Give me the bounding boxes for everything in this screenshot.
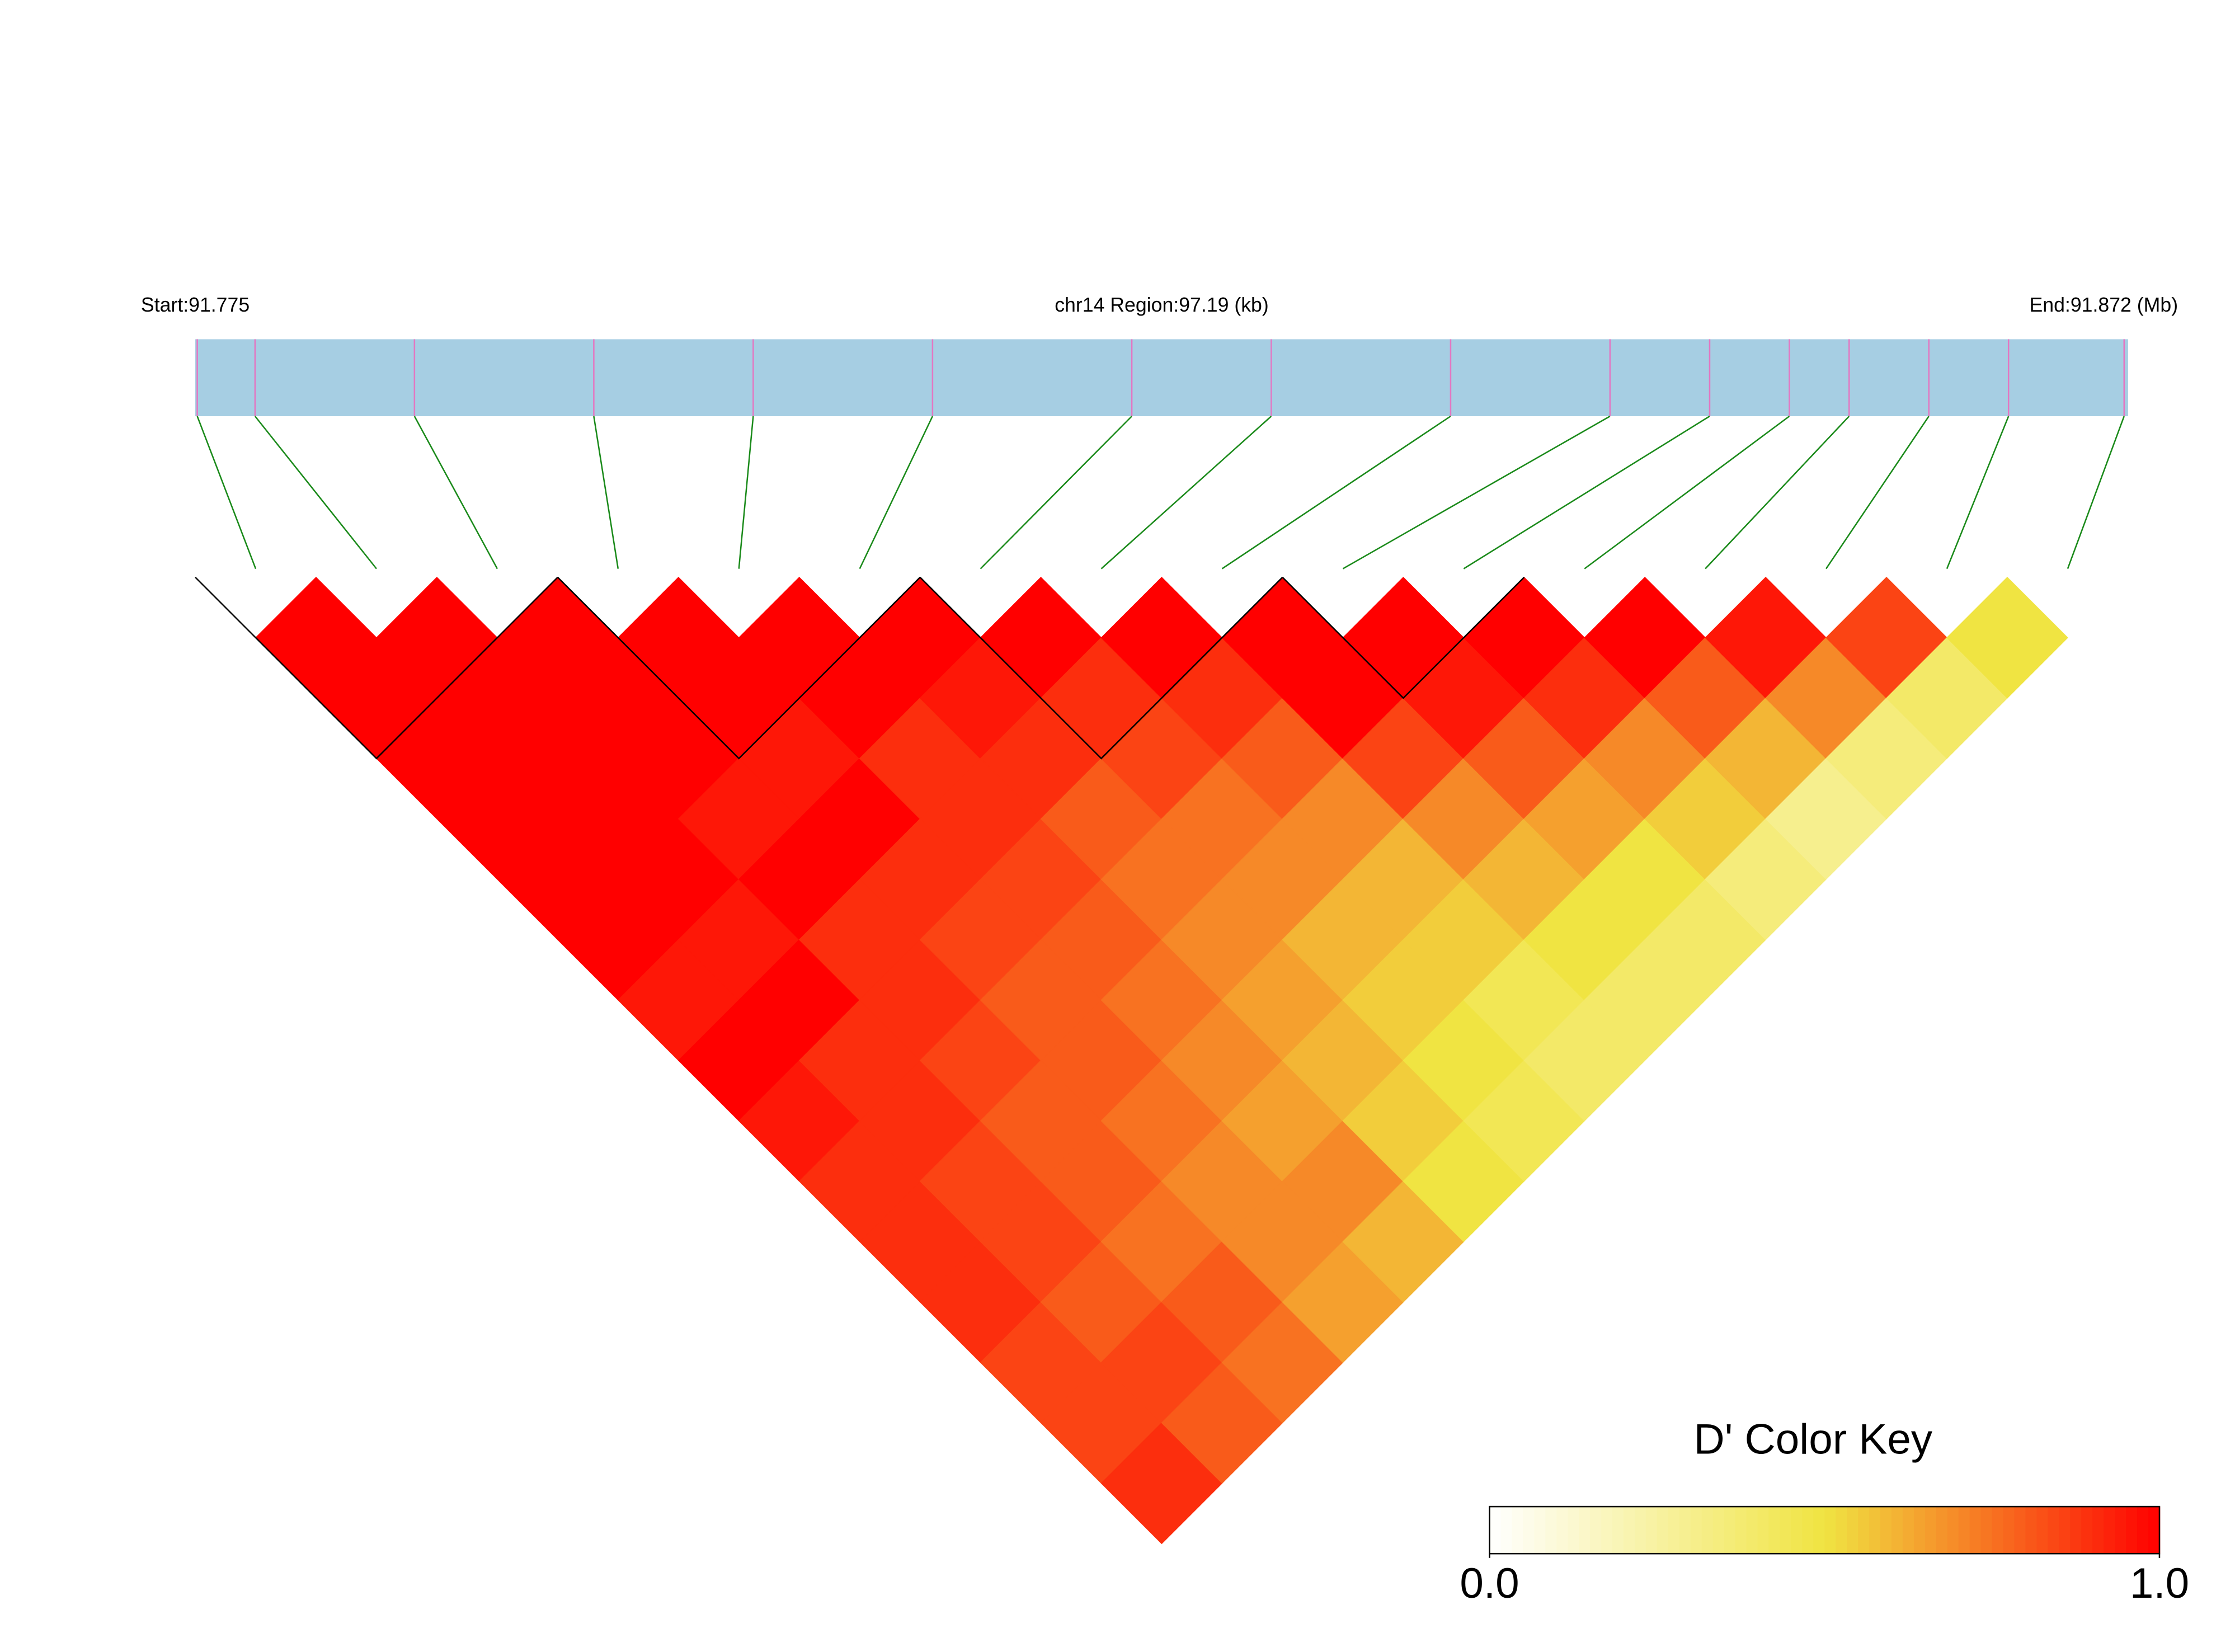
- colorbar-swatch: [1813, 1507, 1825, 1554]
- colorbar-swatch: [1802, 1507, 1814, 1554]
- colorbar-swatch: [1847, 1507, 1859, 1554]
- colorbar-swatch: [2092, 1507, 2105, 1554]
- colorbar-swatch: [1690, 1507, 1702, 1554]
- colorbar-swatch: [2014, 1507, 2026, 1554]
- ld-block-outline: [1282, 577, 1525, 699]
- colorbar-swatch: [1579, 1507, 1591, 1554]
- colorbar-swatch: [1969, 1507, 1982, 1554]
- end-label: End:91.872 (Mb): [2029, 294, 2178, 316]
- colorbar-swatch: [2115, 1507, 2127, 1554]
- colorbar-swatch: [1836, 1507, 1848, 1554]
- colorbar-swatch: [1534, 1507, 1546, 1554]
- snp-link: [859, 416, 934, 570]
- colorbar-swatch: [2059, 1507, 2071, 1554]
- snp-link: [254, 416, 377, 570]
- colorbar-swatch: [1902, 1507, 1915, 1554]
- position-bar: [195, 339, 2128, 416]
- colorbar-swatch: [1735, 1507, 1747, 1554]
- colorbar-swatch: [1645, 1507, 1658, 1554]
- colorbar-frame: [1489, 1505, 2161, 1555]
- snp-link: [738, 416, 754, 569]
- colorbar-swatch: [2137, 1507, 2149, 1554]
- colorbar-swatch: [2048, 1507, 2060, 1554]
- colorbar-swatch: [1768, 1507, 1781, 1554]
- colorbar-swatch: [2148, 1507, 2161, 1554]
- colorbar-swatch: [1824, 1507, 1837, 1554]
- colorbar-swatch: [1858, 1507, 1870, 1554]
- colorbar-swatch: [1980, 1507, 1993, 1554]
- colorbar-swatch: [2104, 1507, 2116, 1554]
- colorbar-swatch: [1913, 1507, 1926, 1554]
- colorbar-swatch: [2003, 1507, 2015, 1554]
- colorbar-swatch: [1545, 1507, 1558, 1554]
- colorbar-swatch: [1512, 1507, 1524, 1554]
- ld-cell: [1946, 577, 2068, 699]
- colorbar-tick-label: 0.0: [1460, 1560, 1519, 1607]
- colorbar-swatch: [1947, 1507, 1959, 1554]
- colorbar-swatch: [1568, 1507, 1580, 1554]
- colorbar-swatch: [1679, 1507, 1692, 1554]
- colorbar-tick-label: 1.0: [2130, 1560, 2189, 1607]
- colorbar-swatch: [1556, 1507, 1569, 1554]
- snp-link: [1825, 416, 1930, 570]
- snp-link: [1221, 415, 1451, 570]
- colorbar-swatch: [1668, 1507, 1681, 1554]
- snp-link: [593, 416, 619, 569]
- colorbar-swatch: [1869, 1507, 1881, 1554]
- snp-link: [1584, 415, 1790, 570]
- colorbar-swatch: [1712, 1507, 1725, 1554]
- colorbar-swatch: [1623, 1507, 1636, 1554]
- snp-link: [980, 416, 1132, 570]
- snp-link: [196, 416, 257, 570]
- snp-link: [413, 416, 498, 570]
- colorbar-swatch: [1958, 1507, 1970, 1554]
- colorbar-title: D' Color Key: [1694, 1416, 1933, 1463]
- colorbar-swatch: [1724, 1507, 1736, 1554]
- snp-link: [2067, 416, 2125, 570]
- snp-link: [1946, 416, 2010, 570]
- ld-block-outline: [557, 577, 921, 760]
- snp-link: [1705, 416, 1850, 570]
- snp-link: [1463, 415, 1710, 570]
- colorbar-swatch: [1657, 1507, 1669, 1554]
- colorbar-swatch: [1701, 1507, 1714, 1554]
- ld-block-outline: [195, 577, 558, 760]
- colorbar-swatch: [1925, 1507, 1937, 1554]
- colorbar-swatch: [1601, 1507, 1613, 1554]
- colorbar-swatch: [1936, 1507, 1949, 1554]
- colorbar-swatch: [1880, 1507, 1893, 1554]
- colorbar-swatch: [1757, 1507, 1770, 1554]
- colorbar-swatch: [1612, 1507, 1625, 1554]
- colorbar-swatch: [1500, 1507, 1513, 1554]
- start-label: Start:91.775: [141, 294, 250, 316]
- snp-link: [1342, 415, 1611, 570]
- region-label: chr14 Region:97.19 (kb): [1055, 294, 1269, 316]
- colorbar-swatch: [2070, 1507, 2082, 1554]
- colorbar-swatch: [2036, 1507, 2049, 1554]
- colorbar-swatch: [2081, 1507, 2093, 1554]
- colorbar-swatch: [1791, 1507, 1803, 1554]
- ld-block-outline: [919, 577, 1283, 760]
- colorbar-swatch: [2025, 1507, 2038, 1554]
- colorbar-swatch: [1780, 1507, 1792, 1554]
- colorbar-swatch: [1992, 1507, 2004, 1554]
- colorbar-swatch: [2126, 1507, 2138, 1554]
- colorbar-swatch: [1634, 1507, 1647, 1554]
- colorbar-swatch: [1489, 1507, 1502, 1554]
- colorbar-swatch: [1590, 1507, 1602, 1554]
- colorbar-swatch: [1523, 1507, 1535, 1554]
- snp-link: [1100, 416, 1272, 570]
- colorbar-swatch: [1891, 1507, 1904, 1554]
- colorbar-swatch: [1746, 1507, 1758, 1554]
